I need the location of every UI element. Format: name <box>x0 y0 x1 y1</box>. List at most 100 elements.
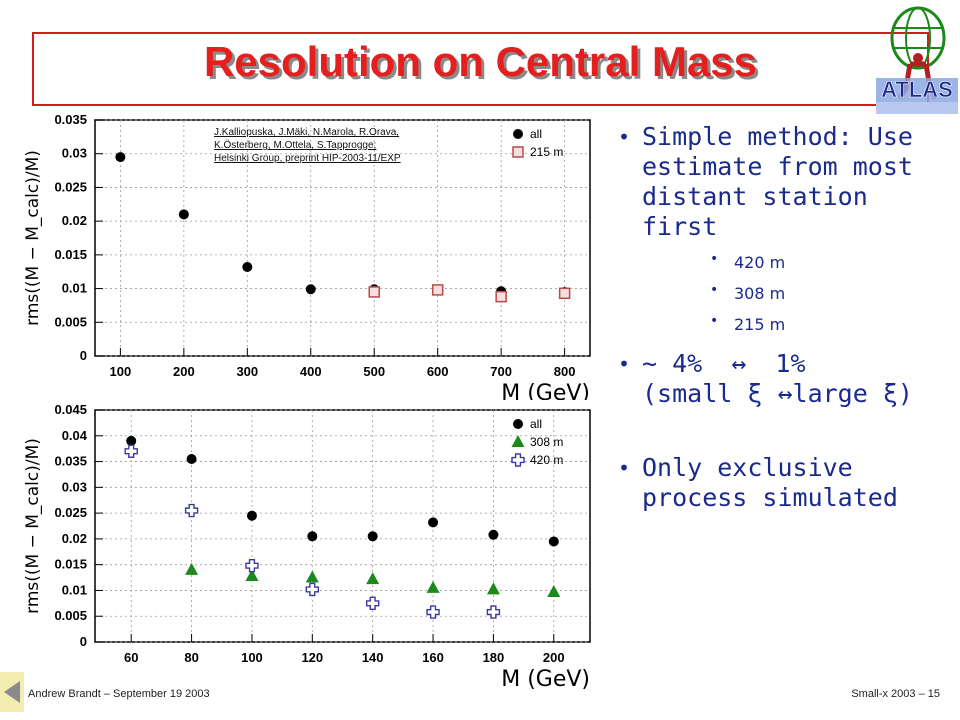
y-axis-label: rms((M − M_calc)/M) <box>23 150 43 326</box>
y-tick-label: 0 <box>80 634 87 649</box>
footer-page: Small-x 2003 – 15 <box>851 688 940 700</box>
bullet-resolution-range: • ~ 4% ↔ 1% (small ξ ↔large ξ) <box>618 349 948 409</box>
x-tick-label: 400 <box>300 364 322 379</box>
x-axis-label: M (GeV) <box>501 381 590 400</box>
y-tick-label: 0.025 <box>54 179 87 194</box>
x-tick-label: 80 <box>184 650 198 665</box>
data-point <box>178 209 189 220</box>
reference-line-2: K.Österberg, M.Ottela, S.Tapprogge; <box>214 140 377 151</box>
x-tick-label: 140 <box>362 650 384 665</box>
y-tick-label: 0.02 <box>62 213 87 228</box>
data-point <box>124 444 138 458</box>
bullet-text: Only exclusive process simulated <box>642 453 898 512</box>
data-point <box>428 517 439 528</box>
data-point <box>431 284 444 296</box>
atlas-logo-text: ATLAS <box>881 77 953 102</box>
sub-bullet-420: • 420 m <box>710 251 948 273</box>
y-tick-label: 0.03 <box>62 479 87 494</box>
data-point <box>245 558 259 573</box>
y-tick-label: 0.01 <box>62 582 87 597</box>
legend-marker <box>513 129 523 139</box>
bullet-dot-icon: • <box>618 125 631 149</box>
legend-label: 420 m <box>530 453 563 467</box>
data-point <box>548 536 559 547</box>
x-tick-label: 160 <box>422 650 444 665</box>
sub-bullet-308: • 308 m <box>710 282 948 304</box>
footer-author: Andrew Brandt – September 19 2003 <box>28 688 210 700</box>
legend-marker <box>512 146 524 158</box>
bullet-text-percent-low: ~ 4% <box>642 349 703 378</box>
data-point <box>126 435 137 446</box>
legend-label: all <box>530 417 542 431</box>
data-point <box>305 570 319 583</box>
y-tick-label: 0.01 <box>62 281 87 296</box>
reference-line-1: J.Kalliopuska, J.Mäki, N.Marola, R.Orava… <box>214 127 400 138</box>
bullet-exclusive: • Only exclusive process simulated <box>618 453 948 513</box>
reference-citation: J.Kalliopuska, J.Mäki, N.Marola, R.Orava… <box>214 126 401 165</box>
x-tick-label: 120 <box>301 650 323 665</box>
legend-marker <box>513 419 523 429</box>
x-tick-label: 200 <box>173 364 195 379</box>
sub-bullet-text: 420 m <box>734 253 786 272</box>
triangle-left-icon <box>4 681 20 703</box>
x-tick-label: 100 <box>241 650 263 665</box>
data-point <box>486 605 501 619</box>
y-tick-label: 0.015 <box>54 557 87 572</box>
data-point <box>558 287 571 300</box>
data-point <box>426 580 440 593</box>
x-tick-label: 500 <box>363 364 385 379</box>
y-tick-label: 0 <box>80 348 87 363</box>
y-tick-label: 0.045 <box>54 402 87 417</box>
data-point <box>488 529 499 540</box>
sub-bullet-text: 308 m <box>734 284 786 303</box>
bullet-simple-method: • Simple method: Use estimate from most … <box>618 122 948 242</box>
bullet-dot-icon: • <box>710 313 719 329</box>
sub-bullet-215: • 215 m <box>710 313 948 335</box>
y-tick-label: 0.04 <box>62 428 88 443</box>
y-tick-label: 0.025 <box>54 505 87 520</box>
data-point <box>495 290 507 303</box>
legend-label: 215 m <box>530 145 563 159</box>
data-point <box>486 582 500 595</box>
bullet-text-percent-high: 1% <box>775 349 806 378</box>
y-tick-label: 0.02 <box>62 531 87 546</box>
y-axis-label: rms((M − M_calc)/M) <box>23 438 43 614</box>
data-point <box>367 531 378 542</box>
data-point <box>547 584 561 597</box>
y-tick-label: 0.035 <box>54 112 87 127</box>
chart-top: 100 200 300 400 500 600 700 800 0 0.005 0.01 0.015 0… <box>23 112 591 400</box>
chart-bottom: 60 80 100 120 140 160 180 200 0 0.005 0.01 0.015 0.0… <box>23 402 591 692</box>
y-tick-label: 0.005 <box>54 314 87 329</box>
data-point <box>115 152 126 163</box>
bullet-dot-icon: • <box>618 456 631 480</box>
data-point <box>307 531 318 542</box>
x-tick-label: 200 <box>543 650 565 665</box>
double-arrow-icon: ↔ <box>731 349 747 378</box>
data-point <box>184 503 199 518</box>
data-point <box>368 286 380 298</box>
bullet-text-xi: (small ξ ↔large ξ) <box>642 379 913 408</box>
data-point <box>245 569 259 582</box>
x-tick-label: 180 <box>483 650 505 665</box>
x-tick-label: 800 <box>554 364 576 379</box>
bullet-dot-icon: • <box>710 251 719 267</box>
previous-slide-button[interactable] <box>0 672 24 712</box>
y-tick-label: 0.005 <box>54 608 87 623</box>
x-tick-label: 300 <box>236 364 258 379</box>
plot-frame <box>94 119 591 357</box>
y-tick-label: 0.035 <box>54 454 87 469</box>
data-point <box>366 572 380 585</box>
data-point <box>185 562 199 575</box>
plot-frame <box>94 409 591 643</box>
y-tick-label: 0.03 <box>62 146 87 161</box>
x-tick-label: 60 <box>124 650 138 665</box>
legend-label: all <box>530 127 542 141</box>
bullet-text: Simple method: Use estimate from most di… <box>642 122 913 241</box>
atlas-logo: ATLAS <box>876 6 958 114</box>
legend-marker <box>511 435 525 447</box>
bullet-list: • Simple method: Use estimate from most … <box>618 122 948 513</box>
x-tick-label: 100 <box>110 364 132 379</box>
data-point <box>246 510 257 521</box>
data-point <box>305 284 316 295</box>
reference-line-3: Helsinki Group, preprint HIP-2003-11/EXP <box>214 153 401 164</box>
